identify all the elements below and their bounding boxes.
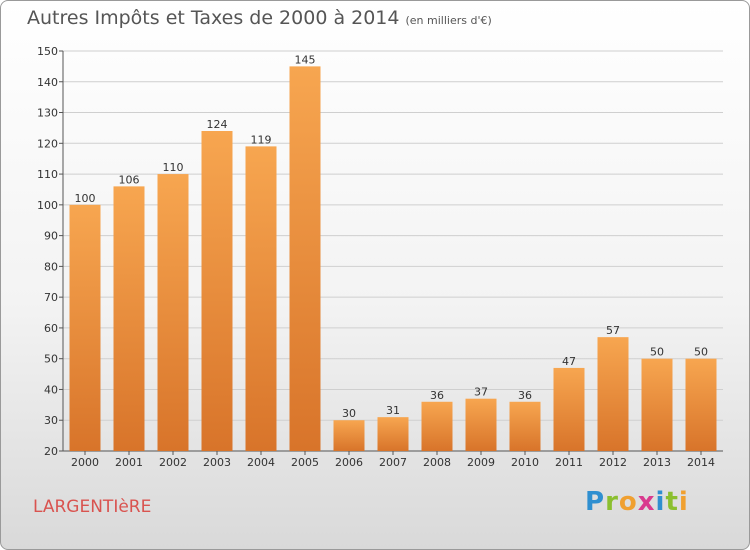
bar-value-label: 36 [518,389,532,402]
x-tick-label: 2011 [555,456,583,469]
y-tick-label: 60 [44,322,58,335]
x-tick-label: 2005 [291,456,319,469]
x-tick-label: 2010 [511,456,539,469]
chart-title-main: Autres Impôts et Taxes de 2000 à 2014 [27,7,400,29]
x-tick-label: 2006 [335,456,363,469]
bar-value-label: 36 [430,389,444,402]
chart-title-unit: (en milliers d'€) [405,14,492,27]
x-tick-label: 2012 [599,456,627,469]
y-tick-label: 140 [37,76,58,89]
y-tick-label: 70 [44,291,58,304]
x-tick-label: 2007 [379,456,407,469]
logo-letter: t [665,487,679,517]
y-tick-label: 110 [37,168,58,181]
bar [157,174,189,452]
bar [289,66,321,451]
bar [465,398,497,451]
y-tick-label: 100 [37,199,58,212]
bar-value-label: 31 [386,404,400,417]
bar-value-label: 50 [694,346,708,359]
y-tick-label: 120 [37,137,58,150]
x-tick-label: 2000 [71,456,99,469]
y-tick-label: 40 [44,383,58,396]
bar-value-label: 57 [606,324,620,337]
x-tick-label: 2014 [687,456,715,469]
bar [333,420,365,451]
x-tick-label: 2013 [643,456,671,469]
x-tick-label: 2008 [423,456,451,469]
y-tick-label: 130 [37,107,58,120]
logo-letter: r [605,487,619,517]
proxiti-logo: Proxiti [585,487,689,517]
y-tick-label: 30 [44,414,58,427]
y-tick-label: 150 [37,45,58,58]
bar [597,337,629,451]
y-tick-label: 20 [44,445,58,458]
bar-value-label: 106 [119,173,140,186]
bar-value-label: 119 [251,133,272,146]
bar [69,204,101,451]
logo-letter: i [655,487,666,517]
x-tick-label: 2002 [159,456,187,469]
commune-name: LARGENTIèRE [33,497,152,517]
bar [377,417,409,451]
bar-value-label: 100 [75,192,96,205]
bar [113,186,145,451]
bar-value-label: 30 [342,407,356,420]
bar [641,358,673,451]
y-tick-label: 50 [44,353,58,366]
bar-value-label: 37 [474,386,488,399]
bar-value-label: 50 [650,346,664,359]
y-tick-label: 80 [44,260,58,273]
bar-value-label: 110 [163,161,184,174]
logo-letter: x [637,487,656,517]
logo-letter: o [618,487,638,517]
bar [509,401,541,451]
logo-letter: P [585,487,606,517]
x-tick-label: 2009 [467,456,495,469]
bar [201,131,233,451]
x-tick-label: 2001 [115,456,143,469]
chart-title: Autres Impôts et Taxes de 2000 à 2014 (en… [27,7,492,29]
x-tick-label: 2003 [203,456,231,469]
bar [685,358,717,451]
logo-letter: i [678,487,689,517]
bar-value-label: 47 [562,355,576,368]
bar [553,367,585,451]
bar [421,401,453,451]
bar [245,146,277,451]
x-tick-label: 2004 [247,456,275,469]
bar-value-label: 145 [295,53,316,66]
y-tick-label: 90 [44,230,58,243]
bar-value-label: 124 [207,118,228,131]
